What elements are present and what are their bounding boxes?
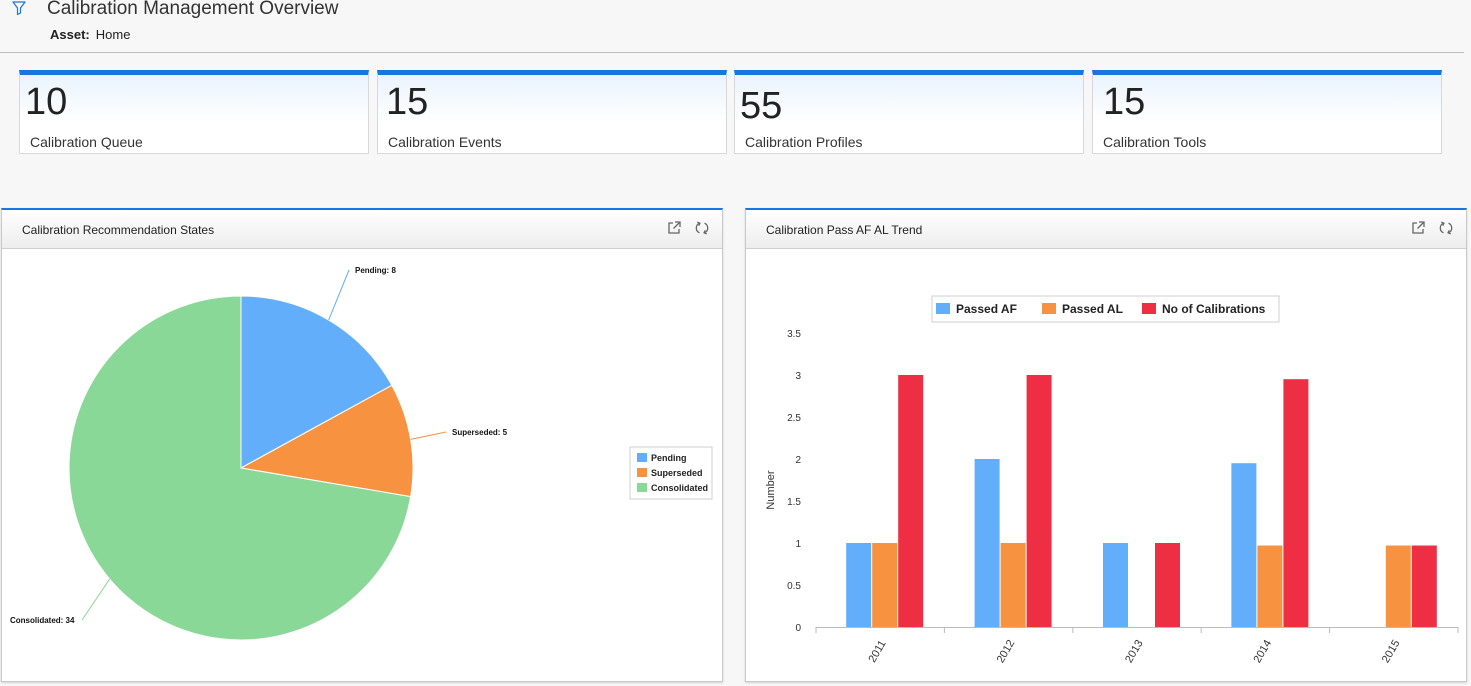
tile-label: Calibration Profiles — [745, 134, 863, 150]
y-axis-label: Number — [765, 470, 777, 509]
pie-slice-superseded — [239, 384, 414, 498]
bar-chart: 0 0.5 1 1.5 2 2.5 3 3.5 Number 2011 2012 2013 2014 20… — [765, 295, 1459, 665]
tile-count: 15 — [1103, 81, 1146, 123]
legend-item-consolidated: Consolidated — [651, 483, 708, 493]
y-tick-label: 0 — [795, 623, 801, 634]
bar-passed-al-2014 — [1257, 545, 1283, 627]
tile-calibration-tools[interactable]: 15 Calibration Tools — [1092, 70, 1442, 154]
bar-passed-af-2012 — [974, 459, 1000, 627]
y-tick-label: 0.5 — [787, 581, 801, 592]
pie-connector-consolidated — [81, 578, 111, 621]
legend-swatch-superseded — [637, 468, 647, 477]
bar-passed-af-2013 — [1103, 543, 1128, 627]
x-tick-label: 2013 — [1123, 638, 1146, 665]
legend-item-pending: Pending — [651, 453, 687, 463]
filter-icon[interactable] — [11, 0, 27, 16]
page-header: Calibration Management Overview Asset: Ho… — [0, 0, 1464, 53]
y-tick-label: 2 — [795, 455, 801, 466]
bar-legend: Passed AF Passed AL No of Calibrations — [931, 295, 1280, 323]
tile-calibration-profiles[interactable]: 55 Calibration Profiles — [734, 70, 1084, 154]
bar-legend-box — [931, 295, 1280, 323]
bar-chart-area: 0 0.5 1 1.5 2 2.5 3 3.5 Number 2011 2012 2013 2014 20… — [746, 249, 1466, 681]
pie-slice-pending — [240, 295, 393, 469]
bar-no-of-calibrations-2011 — [898, 375, 924, 627]
legend-swatch-passed-al — [1042, 303, 1056, 314]
asset-label: Asset: — [50, 27, 90, 42]
legend-item-no-of-calibrations: No of Calibrations — [1162, 302, 1266, 316]
panel-title: Calibration Recommendation States — [22, 223, 215, 237]
external-link-icon[interactable] — [666, 220, 682, 236]
x-tick-label: 2015 — [1380, 638, 1403, 665]
pie-chart: Pending: 8 Superseded: 5 Consolidated: 34 P… — [10, 266, 713, 641]
external-link-icon[interactable] — [1410, 220, 1426, 236]
panel-title: Calibration Pass AF AL Trend — [766, 223, 923, 237]
bar-no-of-calibrations-2014 — [1283, 379, 1309, 627]
tile-count: 10 — [25, 81, 68, 123]
legend-swatch-no-of-calibrations — [1142, 303, 1156, 314]
x-tick-label: 2012 — [995, 638, 1018, 665]
tile-label: Calibration Queue — [30, 134, 143, 150]
y-tick-label: 2.5 — [787, 413, 801, 424]
refresh-icon[interactable] — [1438, 220, 1454, 236]
bar-passed-al-2011 — [872, 543, 898, 627]
y-tick-label: 3 — [795, 371, 801, 382]
bar-passed-af-2014 — [1231, 463, 1257, 627]
panel-header: Calibration Recommendation States — [2, 210, 722, 249]
pie-connector-pending — [328, 269, 350, 321]
pie-slice-consolidated — [68, 295, 412, 641]
legend-item-passed-al: Passed AL — [1062, 302, 1123, 316]
tile-count: 55 — [740, 85, 783, 127]
bar-passed-al-2015 — [1385, 545, 1411, 627]
bar-no-of-calibrations-2013 — [1155, 543, 1180, 627]
pie-data-label: Pending: 8 — [355, 266, 396, 275]
refresh-icon[interactable] — [694, 220, 710, 236]
bar-no-of-calibrations-2012 — [1026, 375, 1052, 627]
tile-calibration-events[interactable]: 15 Calibration Events — [377, 70, 727, 154]
pie-data-label: Superseded: 5 — [452, 428, 508, 437]
pie-legend: Pending Superseded Consolidated — [629, 446, 713, 500]
pie-connector-superseded — [410, 431, 447, 440]
page-title: Calibration Management Overview — [47, 0, 339, 19]
pie-data-label: Consolidated: 34 — [10, 616, 75, 625]
asset-breadcrumb: Asset: Home — [50, 27, 130, 42]
asset-value[interactable]: Home — [95, 27, 131, 42]
x-tick-label: 2011 — [866, 638, 888, 664]
tile-label: Calibration Events — [388, 134, 502, 150]
tile-calibration-queue[interactable]: 10 Calibration Queue — [19, 70, 369, 154]
pie-chart-area: Pending: 8 Superseded: 5 Consolidated: 34 P… — [2, 249, 722, 681]
bar-passed-al-2012 — [1000, 543, 1026, 627]
legend-item-superseded: Superseded — [651, 468, 703, 478]
bar-passed-af-2011 — [846, 543, 872, 627]
legend-item-passed-af: Passed AF — [956, 302, 1017, 316]
bar-no-of-calibrations-2015 — [1411, 545, 1437, 627]
y-tick-label: 1.5 — [787, 497, 801, 508]
legend-swatch-consolidated — [637, 483, 647, 492]
x-tick-label: 2014 — [1251, 638, 1274, 665]
pass-trend-panel: Calibration Pass AF AL Trend 0 0.5 1 1.5 2 2.… — [745, 208, 1467, 682]
legend-swatch-passed-af — [936, 303, 950, 314]
legend-swatch-pending — [637, 453, 647, 462]
recommendation-states-panel: Calibration Recommendation States Pendin… — [1, 208, 723, 682]
y-tick-label: 3.5 — [787, 329, 801, 340]
y-tick-label: 1 — [795, 539, 801, 550]
tile-count: 15 — [386, 81, 429, 123]
panel-header: Calibration Pass AF AL Trend — [746, 210, 1466, 249]
tile-label: Calibration Tools — [1103, 134, 1207, 150]
